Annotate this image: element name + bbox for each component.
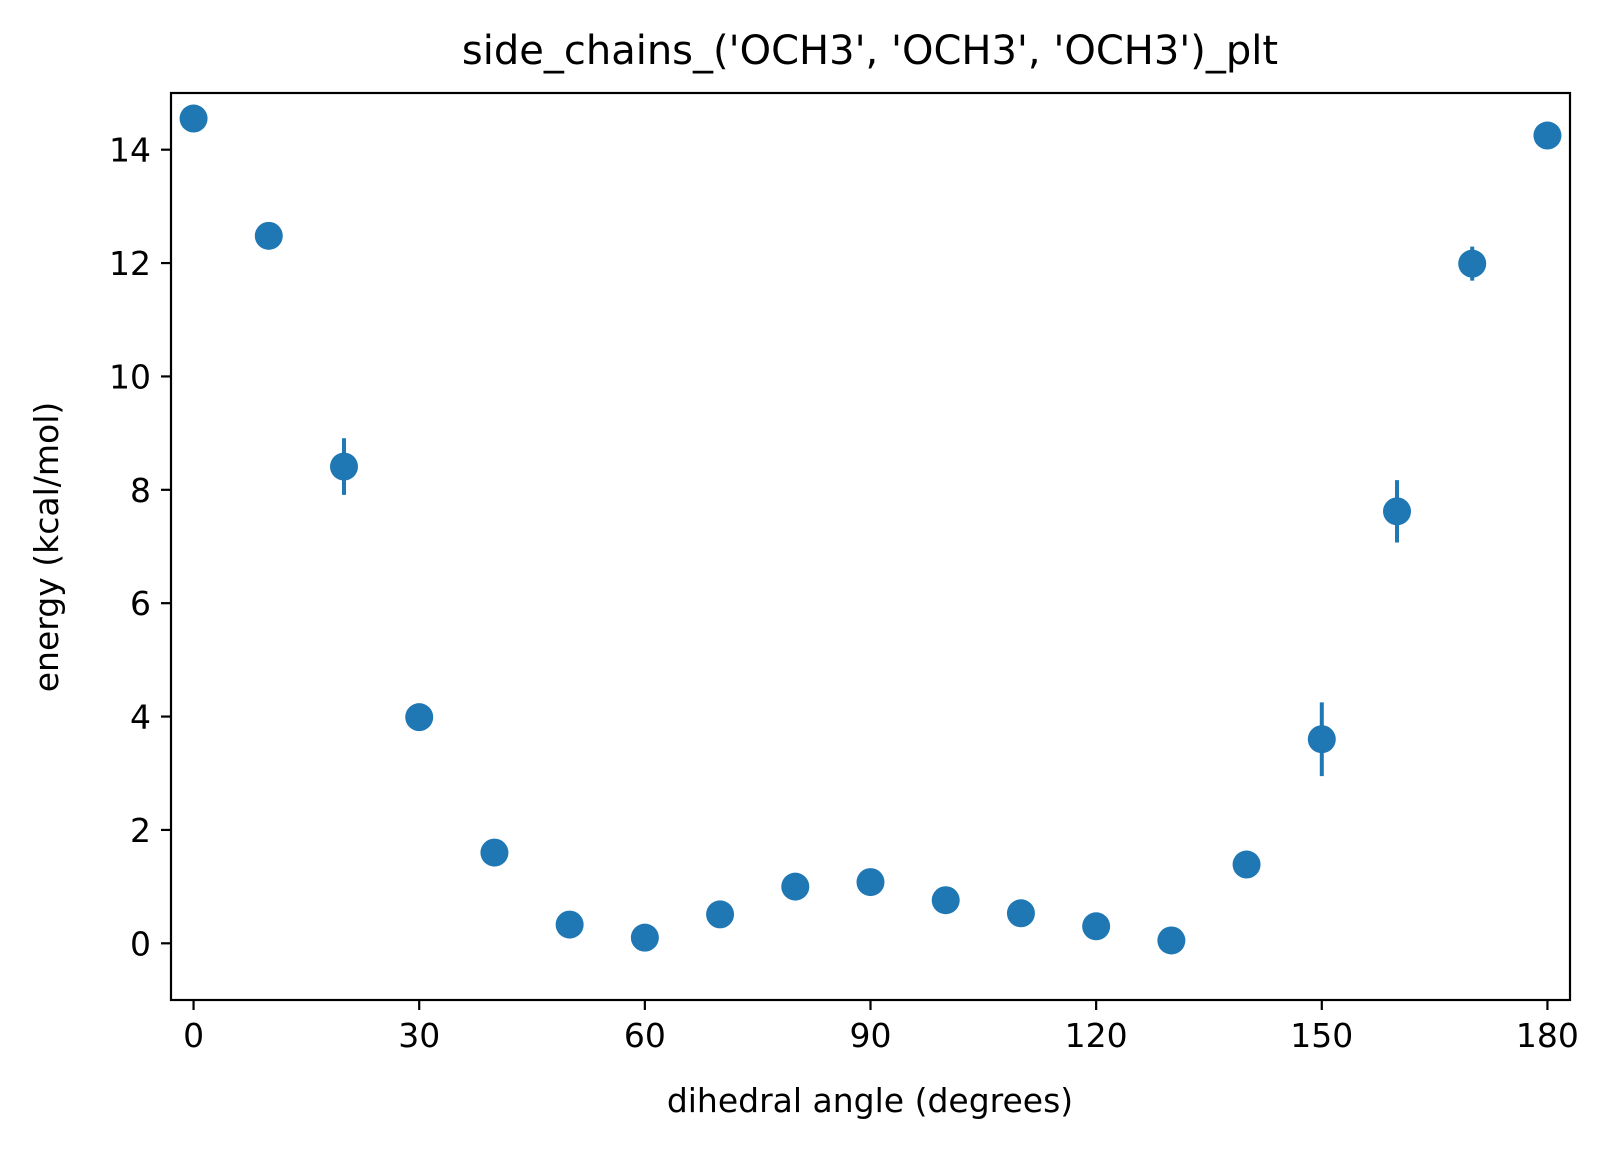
- x-tick-label: 150: [1290, 1016, 1353, 1055]
- data-point: [1458, 249, 1487, 278]
- chart-title: side_chains_('OCH3', 'OCH3', 'OCH3')_plt: [462, 28, 1278, 74]
- y-tick-label: 8: [130, 471, 151, 510]
- data-point: [480, 838, 509, 867]
- x-tick-label: 120: [1065, 1016, 1128, 1055]
- y-tick-label: 12: [109, 244, 151, 283]
- y-tick-label: 4: [130, 698, 151, 737]
- data-point: [706, 900, 735, 929]
- data-point: [1383, 497, 1412, 526]
- data-point: [405, 703, 434, 732]
- x-tick-label: 180: [1516, 1016, 1579, 1055]
- x-tick-label: 0: [183, 1016, 204, 1055]
- data-point: [1307, 725, 1336, 754]
- y-tick-label: 6: [130, 584, 151, 623]
- data-point: [630, 923, 659, 952]
- data-point: [329, 452, 358, 481]
- data-point: [856, 868, 885, 897]
- data-point: [1082, 912, 1111, 941]
- data-point: [254, 221, 283, 250]
- y-axis-label: energy (kcal/mol): [27, 402, 66, 693]
- data-point: [931, 886, 960, 915]
- data-point: [179, 104, 208, 133]
- x-axis-label: dihedral angle (degrees): [667, 1081, 1073, 1120]
- data-point: [555, 910, 584, 939]
- data-point: [1533, 121, 1562, 150]
- x-axis: 0 30 60 90 120 150 180: [183, 1000, 1579, 1055]
- plot-area: [179, 104, 1562, 955]
- y-tick-label: 0: [130, 924, 151, 963]
- y-tick-label: 10: [109, 357, 151, 396]
- y-tick-label: 14: [109, 131, 151, 170]
- data-point: [1232, 850, 1261, 879]
- x-tick-label: 30: [398, 1016, 440, 1055]
- data-point: [1006, 899, 1035, 928]
- y-tick-label: 2: [130, 811, 151, 850]
- y-axis: 0 2 4 6 8 10 12 14: [109, 131, 171, 963]
- x-tick-label: 60: [624, 1016, 666, 1055]
- x-tick-label: 90: [850, 1016, 892, 1055]
- axes-frame: [169, 91, 1572, 1002]
- data-point: [1157, 926, 1186, 955]
- data-point: [781, 872, 810, 901]
